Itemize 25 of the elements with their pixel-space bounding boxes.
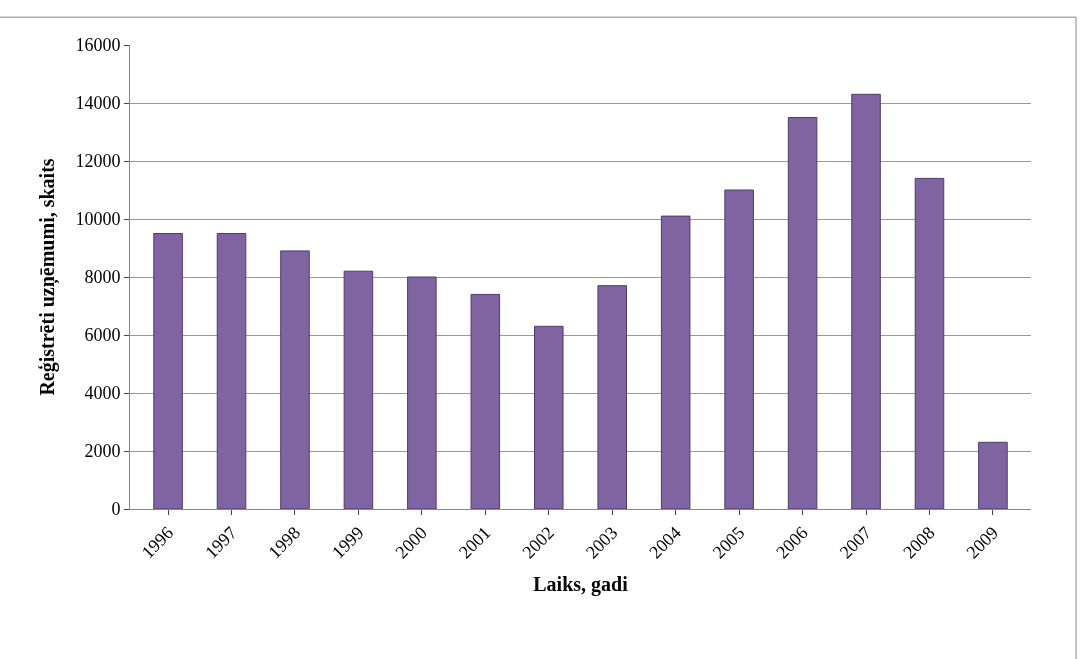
y-tick-label: 16000 bbox=[75, 35, 121, 56]
bar bbox=[407, 276, 437, 509]
y-tick-label: 14000 bbox=[75, 93, 121, 114]
y-tick-label: 8000 bbox=[84, 267, 121, 288]
bar bbox=[660, 215, 691, 509]
bar bbox=[914, 177, 945, 509]
bar bbox=[343, 270, 374, 509]
bar bbox=[534, 325, 564, 509]
y-tick-label: 6000 bbox=[84, 325, 121, 346]
bar bbox=[280, 250, 310, 509]
bar bbox=[216, 233, 247, 509]
x-axis-title: Laiks, gadi bbox=[533, 572, 629, 596]
y-tick-label: 10000 bbox=[75, 209, 121, 230]
bar bbox=[470, 293, 501, 509]
bar bbox=[978, 441, 1008, 509]
bar bbox=[153, 233, 183, 509]
bar bbox=[597, 285, 627, 509]
y-tick-label: 12000 bbox=[75, 151, 121, 172]
bar bbox=[851, 93, 881, 509]
y-tick-label: 0 bbox=[111, 499, 121, 520]
y-axis-title: Reģistrēti uzņēmumi, skaits bbox=[35, 158, 60, 396]
y-tick-label: 4000 bbox=[84, 383, 121, 404]
bar bbox=[787, 117, 818, 509]
bar bbox=[724, 189, 754, 509]
y-tick-label: 2000 bbox=[84, 441, 121, 462]
